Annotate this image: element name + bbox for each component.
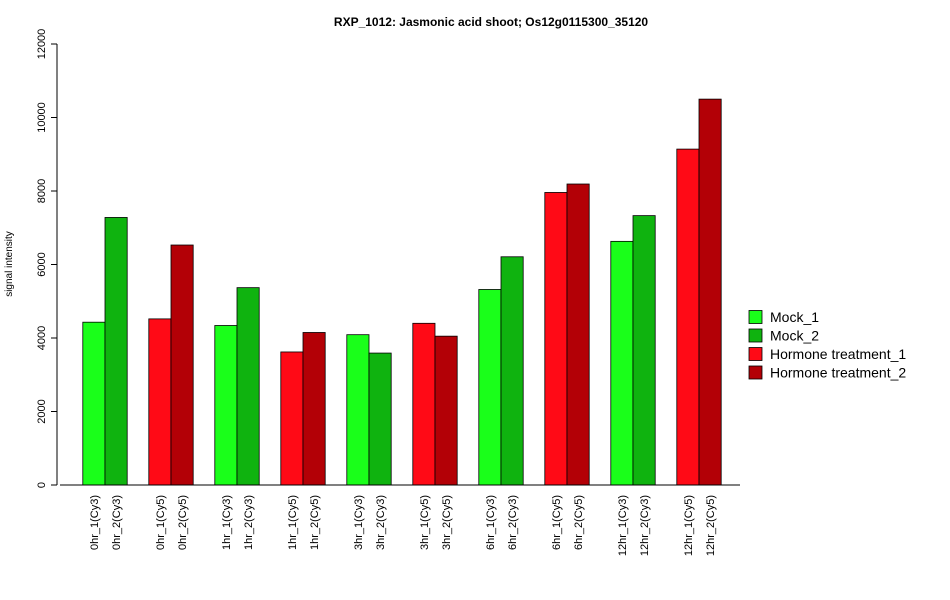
x-tick-label: 12hr_1(Cy3): [617, 495, 629, 556]
bar: [280, 351, 304, 486]
x-tick-label: 3hr_1(Cy5): [419, 495, 431, 550]
x-tick-label: 12hr_1(Cy5): [683, 495, 695, 556]
bar: [632, 215, 656, 486]
legend: Mock_1 Mock_2 Hormone treatment_1 Hormone t…: [748, 309, 906, 381]
x-tick-label: 1hr_1(Cy3): [221, 495, 233, 550]
y-tick-label: 8000: [36, 179, 48, 203]
y-tick-label: 4000: [36, 326, 48, 350]
x-tick-label: 6hr_2(Cy5): [573, 495, 585, 550]
chart-title: RXP_1012: Jasmonic acid shoot; Os12g0115…: [334, 15, 649, 29]
x-tick-label: 3hr_2(Cy5): [441, 495, 453, 550]
x-tick-label: 0hr_1(Cy5): [155, 495, 167, 550]
x-tick-label: 3hr_2(Cy3): [375, 495, 387, 550]
bar: [368, 352, 392, 486]
bar: [698, 98, 722, 486]
bar: [566, 183, 590, 486]
x-tick-label: 0hr_1(Cy3): [89, 495, 101, 550]
x-tick-label: 0hr_2(Cy3): [111, 495, 123, 550]
x-tick-label: 1hr_2(Cy3): [243, 495, 255, 550]
legend-swatch: [748, 328, 763, 343]
bar: [104, 217, 128, 486]
x-tick-label: 12hr_2(Cy3): [639, 495, 651, 556]
x-tick-label: 3hr_1(Cy3): [353, 495, 365, 550]
y-axis: 0 2000 4000 6000 8000 10000 12000: [36, 29, 58, 488]
legend-label: Mock_2: [770, 328, 819, 344]
bar: [412, 322, 436, 486]
legend-swatch: [748, 347, 763, 361]
bar: [170, 244, 194, 486]
y-tick-label: 12000: [36, 29, 48, 60]
legend-swatch: [748, 365, 763, 380]
x-tick-label: 1hr_2(Cy5): [309, 495, 321, 550]
y-axis-label: signal intensity: [4, 231, 15, 297]
bar: [544, 192, 568, 486]
x-tick-label: 6hr_1(Cy5): [551, 495, 563, 550]
bar: [500, 256, 524, 486]
bar: [214, 325, 238, 486]
bar: [82, 321, 106, 486]
y-tick-label: 0: [36, 482, 48, 488]
bar: [148, 318, 172, 486]
legend-swatch: [748, 310, 763, 324]
y-tick-label: 10000: [36, 102, 48, 133]
bars-group: [82, 98, 722, 486]
x-tick-label: 1hr_1(Cy5): [287, 495, 299, 550]
legend-label: Hormone treatment_1: [770, 346, 906, 362]
legend-label: Mock_1: [770, 309, 819, 325]
bar: [610, 240, 634, 486]
y-tick-label: 2000: [36, 399, 48, 423]
bar: [478, 289, 502, 486]
bar: [302, 332, 326, 486]
x-tick-label: 0hr_2(Cy5): [177, 495, 189, 550]
x-tick-label: 12hr_2(Cy5): [705, 495, 717, 556]
bar: [434, 335, 458, 486]
x-tick-label: 6hr_1(Cy3): [485, 495, 497, 550]
legend-label: Hormone treatment_2: [770, 365, 906, 381]
y-tick-label: 6000: [36, 252, 48, 276]
bar: [236, 287, 260, 486]
x-tick-labels: 0hr_1(Cy3) 0hr_2(Cy3) 0hr_1(Cy5) 0hr_2(Cy5)…: [89, 495, 717, 556]
x-tick-label: 6hr_2(Cy3): [507, 495, 519, 550]
bar: [346, 334, 370, 486]
bar: [676, 148, 700, 486]
